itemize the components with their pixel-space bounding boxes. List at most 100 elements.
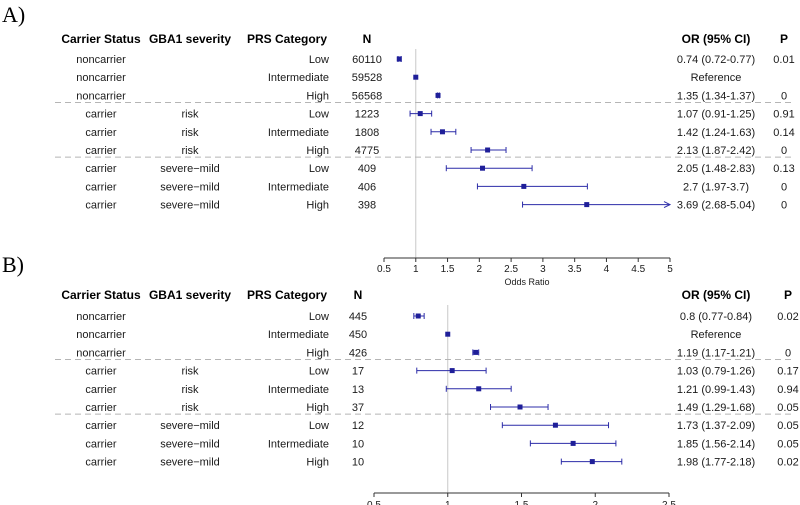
panel-label: B) (2, 252, 24, 277)
carrier-status-cell: carrier (85, 438, 117, 450)
panel-b-forest-plot: B) Carrier Status GBA1 severity PRS Categor… (2, 252, 799, 505)
carrier-status-cell: noncarrier (76, 329, 126, 341)
or-ci-cell: 1.73 (1.37-2.09) (677, 420, 755, 432)
n-cell: 56568 (352, 90, 383, 102)
x-tick-label: 0.5 (377, 264, 391, 275)
or-point-marker (570, 440, 576, 446)
gba1-severity-cell: severe−mild (160, 181, 220, 193)
x-tick-label: 1.5 (441, 264, 455, 275)
x-tick-label: 0.5 (367, 500, 381, 505)
or-ci-cell: 3.69 (2.68-5.04) (677, 200, 755, 212)
n-cell: 1808 (355, 127, 379, 139)
or-ci-cell: 0.8 (0.77-0.84) (680, 311, 752, 323)
carrier-status-cell: carrier (85, 181, 117, 193)
or-ci-header: OR (95% CI) (682, 32, 751, 46)
gba1-severity-cell: severe−mild (160, 200, 220, 212)
n-cell: 10 (352, 438, 364, 450)
x-tick-label: 4 (604, 264, 610, 275)
or-point-marker (485, 147, 491, 153)
x-tick-label: 4.5 (631, 264, 645, 275)
carrier-status-cell: carrier (85, 109, 117, 121)
or-point-marker (521, 183, 527, 189)
n-cell: 12 (352, 420, 364, 432)
prs-category-cell: Intermediate (268, 72, 329, 84)
gba1-severity-cell: risk (181, 402, 199, 414)
column-header: PRS Category (247, 288, 327, 302)
p-value-header: P (784, 288, 792, 302)
x-tick-label: 3 (540, 264, 546, 275)
column-header: N (354, 288, 363, 302)
p-value-cell: 0.05 (777, 438, 798, 450)
gba1-severity-cell: risk (181, 384, 199, 396)
n-cell: 17 (352, 366, 364, 378)
carrier-status-cell: noncarrier (76, 54, 126, 66)
gba1-severity-cell: severe−mild (160, 163, 220, 175)
or-point-marker (415, 313, 421, 319)
prs-category-cell: Intermediate (268, 127, 329, 139)
or-ci-cell: 1.49 (1.29-1.68) (677, 402, 755, 414)
p-value-cell: 0 (781, 181, 787, 193)
carrier-status-cell: noncarrier (76, 347, 126, 359)
or-point-marker (584, 202, 590, 208)
prs-category-cell: High (306, 200, 329, 212)
p-value-cell: 0.14 (773, 127, 794, 139)
p-value-header: P (780, 32, 788, 46)
gba1-severity-cell: severe−mild (160, 438, 220, 450)
carrier-status-cell: carrier (85, 127, 117, 139)
ci-arrow (663, 201, 672, 209)
x-tick-label: 5 (667, 264, 673, 275)
prs-category-cell: Low (309, 163, 329, 175)
n-cell: 4775 (355, 145, 379, 157)
p-value-cell: 0.17 (777, 366, 798, 378)
or-ci-cell: 1.35 (1.34-1.37) (677, 90, 755, 102)
x-tick-label: 3.5 (568, 264, 582, 275)
p-value-cell: 0 (781, 200, 787, 212)
p-value-cell: 0.05 (777, 402, 798, 414)
n-cell: 37 (352, 402, 364, 414)
or-ci-cell: Reference (691, 329, 742, 341)
or-ci-cell: 2.13 (1.87-2.42) (677, 145, 755, 157)
prs-category-cell: Low (309, 420, 329, 432)
x-axis-title: Odds Ratio (504, 277, 549, 287)
p-value-cell: 0.05 (777, 420, 798, 432)
n-cell: 450 (349, 329, 367, 341)
p-value-cell: 0.94 (777, 384, 798, 396)
column-header: Carrier Status (61, 288, 141, 302)
or-point-marker (449, 368, 455, 374)
prs-category-cell: Intermediate (268, 181, 329, 193)
carrier-status-cell: carrier (85, 420, 117, 432)
carrier-status-cell: carrier (85, 145, 117, 157)
gba1-severity-cell: risk (181, 145, 199, 157)
carrier-status-cell: carrier (85, 163, 117, 175)
x-tick-label: 2 (477, 264, 483, 275)
or-ci-cell: 2.7 (1.97-3.7) (683, 181, 749, 193)
gba1-severity-cell: risk (181, 109, 199, 121)
prs-category-cell: Intermediate (268, 329, 329, 341)
prs-category-cell: Low (309, 366, 329, 378)
prs-category-cell: Low (309, 54, 329, 66)
column-header: PRS Category (247, 32, 327, 46)
p-value-cell: 0.13 (773, 163, 794, 175)
or-ci-cell: Reference (691, 72, 742, 84)
p-value-cell: 0.91 (773, 109, 794, 121)
or-ci-cell: 1.85 (1.56-2.14) (677, 438, 755, 450)
n-cell: 1223 (355, 109, 379, 121)
or-point-marker (552, 422, 558, 428)
n-cell: 13 (352, 384, 364, 396)
panel-a-forest-plot: A) Carrier Status GBA1 severity PRS Categor… (2, 2, 795, 287)
x-tick-label: 2 (592, 500, 598, 505)
carrier-status-cell: carrier (85, 366, 117, 378)
n-cell: 398 (358, 200, 376, 212)
or-ci-cell: 1.07 (0.91-1.25) (677, 109, 755, 121)
column-header: GBA1 severity (149, 288, 231, 302)
p-value-cell: 0.02 (777, 311, 798, 323)
prs-category-cell: Low (309, 109, 329, 121)
or-point-marker (480, 165, 486, 171)
or-point-marker (473, 349, 479, 355)
or-ci-cell: 1.98 (1.77-2.18) (677, 457, 755, 469)
carrier-status-cell: carrier (85, 402, 117, 414)
prs-category-cell: Low (309, 311, 329, 323)
or-ci-cell: 1.42 (1.24-1.63) (677, 127, 755, 139)
or-point-marker (439, 129, 445, 135)
